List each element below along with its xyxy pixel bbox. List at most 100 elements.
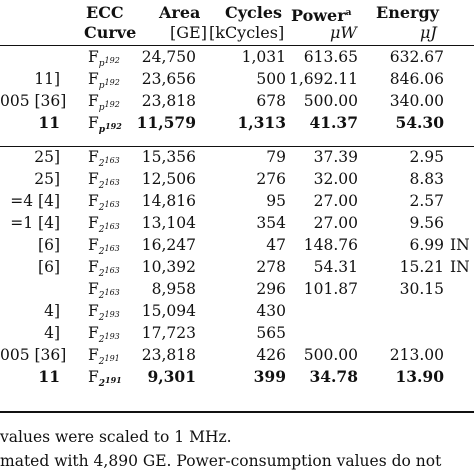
row-cycles: 278 [256,258,286,276]
row-power: 41.37 [309,113,358,132]
field-symbol: F [88,324,99,342]
row-area: 10,392 [141,258,196,276]
field-exponent: 192 [104,100,120,109]
row-reference: 11 [38,113,60,132]
field-symbol: F [88,214,99,232]
row-curve: F2163 [88,258,120,283]
row-power: 34.78 [309,367,358,386]
field-symbol: F [88,48,99,66]
row-cycles: 1,313 [237,113,286,132]
row-area: 17,723 [141,324,196,342]
row-energy: 632.67 [389,48,444,66]
field-exponent: 193 [104,332,120,341]
row-power: 500.00 [303,346,358,364]
row-curve: F2163 [88,214,120,239]
field-exponent: 163 [104,156,120,165]
field-exponent: 163 [104,266,120,275]
field-exponent: 191 [105,375,122,385]
row-curve: F2163 [88,236,120,261]
header-curve: ECC [86,3,124,22]
field-symbol: F [88,302,99,320]
row-curve: F2193 [88,302,120,327]
row-energy: 9.56 [409,214,444,232]
field-subscript: 2163 [98,200,120,213]
row-cycles: 296 [256,280,286,298]
group-rule [0,146,474,147]
row-area: 9,301 [147,367,196,386]
row-area: 14,816 [141,192,196,210]
row-reference: 005 [36] [0,346,67,364]
row-curve: Fp192 [88,48,120,73]
row-area: 11,579 [136,113,196,132]
row-area: 23,818 [141,92,196,110]
row-power: 27.00 [313,214,358,232]
row-power: 27.00 [313,192,358,210]
field-subscript: p192 [98,56,120,69]
row-reference: =4 [4] [10,192,60,210]
row-cycles: 276 [256,170,286,188]
field-symbol: F [88,368,99,386]
row-reference: 4] [44,324,60,342]
field-symbol: F [88,346,99,364]
row-curve: F2191 [88,368,122,393]
field-exponent: 163 [104,200,120,209]
field-subscript: 2191 [98,354,120,367]
field-symbol: F [88,114,99,132]
row-energy: 8.83 [409,170,444,188]
footnote-scaling: values were scaled to 1 MHz. [0,428,232,446]
row-curve: F2191 [88,346,120,371]
field-subscript: 2193 [98,310,120,323]
row-curve: F2193 [88,324,120,349]
row-area: 23,818 [141,346,196,364]
row-cycles: 95 [266,192,286,210]
header-energy-unit: μJ [420,23,437,42]
row-area: 12,506 [141,170,196,188]
header-area: Area [159,3,201,22]
row-reference: [6] [38,258,60,276]
header-cycles-unit: [kCycles] [209,23,285,42]
row-reference: =1 [4] [10,214,60,232]
row-power: 37.39 [313,148,358,166]
row-cycles: 500 [256,70,286,88]
field-subscript: 2163 [98,288,120,301]
header-curve-2: Curve [84,23,137,42]
row-power: 32.00 [313,170,358,188]
row-cycles: 565 [256,324,286,342]
row-energy: 213.00 [389,346,444,364]
row-energy: 2.95 [409,148,444,166]
header-power-label: Power [291,6,346,25]
row-cycles: 399 [253,367,286,386]
row-energy: 340.00 [389,92,444,110]
row-curve: Fp192 [88,92,120,117]
row-reference: 4] [44,302,60,320]
row-curve: F2163 [88,170,120,195]
row-area: 24,750 [141,48,196,66]
field-symbol: F [88,170,99,188]
row-curve: F2163 [88,280,120,305]
row-energy: 846.06 [389,70,444,88]
field-subscript: 2163 [98,156,120,169]
row-area: 15,094 [141,302,196,320]
field-symbol: F [88,92,99,110]
row-energy: 30.15 [399,280,444,298]
row-area: 15,356 [141,148,196,166]
row-power: 500.00 [303,92,358,110]
field-exponent: 192 [104,56,120,65]
header-power-unit: μW [330,23,357,42]
field-subscript: 2163 [98,266,120,279]
row-area: 13,104 [141,214,196,232]
row-energy: 15.21 [399,258,444,276]
header-area-unit: [GE] [170,23,207,42]
row-reference: [6] [38,236,60,254]
row-energy: 2.57 [409,192,444,210]
footnote-area: mated with 4,890 GE. Power-consumption v… [0,452,442,470]
field-symbol: F [88,148,99,166]
row-area: 16,247 [141,236,196,254]
field-symbol: F [88,280,99,298]
row-cycles: 354 [256,214,286,232]
field-subscript: 2193 [98,332,120,345]
row-reference: 25] [34,170,60,188]
field-subscript: p192 [98,78,120,91]
field-exponent: 163 [104,244,120,253]
header-power: Powera [291,4,352,25]
